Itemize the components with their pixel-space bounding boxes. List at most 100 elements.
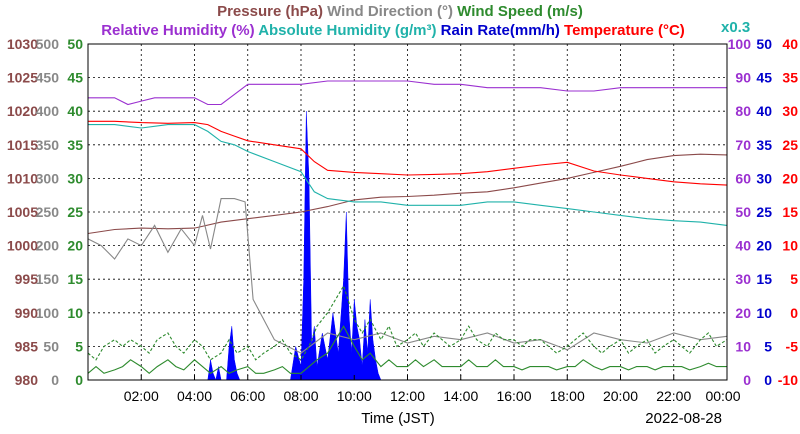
temperature-tick-label: 0 bbox=[790, 305, 798, 321]
wind-direction-tick-label: 500 bbox=[36, 36, 60, 52]
rain-rate-tick-label: 10 bbox=[756, 305, 772, 321]
rain-rate-tick-label: 5 bbox=[764, 338, 772, 354]
x-tick-label: 14:00 bbox=[443, 388, 478, 404]
rain-rate-tick-label: 45 bbox=[756, 70, 772, 86]
series-line bbox=[88, 124, 728, 226]
pressure-tick-label: 985 bbox=[15, 338, 39, 354]
x-tick-label: 22:00 bbox=[656, 388, 691, 404]
line-series bbox=[87, 80, 728, 375]
x-tick-label: 06:00 bbox=[230, 388, 265, 404]
legend-entry: Rain Rate(mm/h) bbox=[437, 22, 560, 39]
wind-direction-tick-label: 150 bbox=[36, 271, 60, 287]
x-tick-label: 08:00 bbox=[283, 388, 318, 404]
relative-humidity-tick-label: 10 bbox=[735, 338, 751, 354]
temperature-tick-label: 5 bbox=[790, 271, 798, 287]
legend-row-2: Relative Humidity (%) Absolute Humidity … bbox=[101, 22, 685, 39]
rain-rate-tick-label: 35 bbox=[756, 137, 772, 153]
wind-speed-tick-label: 20 bbox=[67, 238, 83, 254]
pressure-tick-label: 995 bbox=[15, 271, 39, 287]
relative-humidity-tick-label: 40 bbox=[735, 238, 751, 254]
wind-speed-tick-label: 5 bbox=[75, 338, 83, 354]
x-tick-label: 12:00 bbox=[390, 388, 425, 404]
wind-direction-tick-label: 400 bbox=[36, 103, 60, 119]
temperature-tick-label: 40 bbox=[782, 36, 798, 52]
rain-rate-tick-label: 15 bbox=[756, 271, 772, 287]
legend-entry: Pressure (hPa) bbox=[217, 3, 323, 20]
series-line bbox=[87, 284, 728, 361]
wind-direction-tick-label: 250 bbox=[36, 204, 60, 220]
relative-humidity-tick-label: 70 bbox=[735, 137, 751, 153]
x-tick-label: 00:00 bbox=[705, 388, 740, 404]
wind-direction-tick-label: 450 bbox=[36, 70, 60, 86]
wind-speed-tick-label: 35 bbox=[67, 137, 83, 153]
legend-entry: Wind Direction (°) bbox=[323, 3, 453, 20]
series-line bbox=[88, 80, 727, 106]
relative-humidity-tick-label: 80 bbox=[735, 103, 751, 119]
series-line bbox=[87, 153, 728, 235]
series-line bbox=[88, 120, 728, 186]
wind-direction-tick-label: 200 bbox=[36, 238, 60, 254]
relative-humidity-tick-label: 90 bbox=[735, 70, 751, 86]
right-axes: 0102030405060708090100051015202530354045… bbox=[728, 36, 799, 388]
x-axis: 02:00 04:00 06:00 08:00 10:00 12:00 14:00 16:00… bbox=[124, 375, 741, 404]
wind-speed-tick-label: 50 bbox=[67, 36, 83, 52]
wind-direction-tick-label: 350 bbox=[36, 137, 60, 153]
wind-speed-tick-label: 40 bbox=[67, 103, 83, 119]
pressure-tick-label: 990 bbox=[15, 305, 39, 321]
legend-entry: Relative Humidity (%) bbox=[101, 22, 254, 39]
pressure-tick-label: 1025 bbox=[7, 70, 38, 86]
rain-rate-area bbox=[207, 111, 382, 381]
rain-rate-tick-label: 0 bbox=[764, 372, 772, 388]
left-axes: 9809859909951000100510101015102010251030… bbox=[7, 36, 83, 388]
legend-entry: Temperature (°C) bbox=[560, 22, 685, 39]
relative-humidity-tick-label: 100 bbox=[728, 36, 752, 52]
x-tick-label: 10:00 bbox=[337, 388, 372, 404]
wind-speed-tick-label: 0 bbox=[75, 372, 83, 388]
temperature-tick-label: 25 bbox=[782, 137, 798, 153]
temperature-tick-label: 15 bbox=[782, 204, 798, 220]
temperature-tick-label: -10 bbox=[778, 372, 798, 388]
relative-humidity-tick-label: 30 bbox=[735, 271, 751, 287]
pressure-tick-label: 1015 bbox=[7, 137, 38, 153]
pressure-tick-label: 1005 bbox=[7, 204, 38, 220]
wind-direction-tick-label: 300 bbox=[36, 170, 60, 186]
pressure-tick-label: 980 bbox=[15, 372, 39, 388]
wind-speed-tick-label: 30 bbox=[67, 170, 83, 186]
temperature-tick-label: -5 bbox=[786, 338, 799, 354]
pressure-tick-label: 1030 bbox=[7, 36, 38, 52]
temperature-tick-label: 20 bbox=[782, 170, 798, 186]
legend-entry: Absolute Humidity (g/m³) bbox=[255, 22, 437, 39]
rain-rate-tick-label: 30 bbox=[756, 170, 772, 186]
x-tick-label: 04:00 bbox=[177, 388, 212, 404]
pressure-tick-label: 1010 bbox=[7, 170, 38, 186]
relative-humidity-tick-label: 0 bbox=[743, 372, 751, 388]
pressure-tick-label: 1020 bbox=[7, 103, 38, 119]
wind-direction-tick-label: 100 bbox=[36, 305, 60, 321]
rain-scale-note: x0.3 bbox=[721, 19, 750, 36]
wind-speed-tick-label: 45 bbox=[67, 70, 83, 86]
temperature-tick-label: 35 bbox=[782, 70, 798, 86]
rain-rate-series bbox=[207, 111, 382, 381]
relative-humidity-tick-label: 20 bbox=[735, 305, 751, 321]
relative-humidity-tick-label: 60 bbox=[735, 170, 751, 186]
x-axis-label: Time (JST) bbox=[361, 410, 435, 427]
temperature-tick-label: 30 bbox=[782, 103, 798, 119]
legend-entry: Wind Speed (m/s) bbox=[453, 3, 583, 20]
wind-speed-tick-label: 25 bbox=[67, 204, 83, 220]
wind-speed-tick-label: 10 bbox=[67, 305, 83, 321]
x-tick-label: 16:00 bbox=[496, 388, 531, 404]
rain-rate-tick-label: 40 bbox=[756, 103, 772, 119]
pressure-tick-label: 1000 bbox=[7, 238, 38, 254]
x-tick-label: 20:00 bbox=[603, 388, 638, 404]
series-line bbox=[87, 325, 727, 375]
x-tick-label: 18:00 bbox=[550, 388, 585, 404]
rain-rate-tick-label: 25 bbox=[756, 204, 772, 220]
temperature-tick-label: 10 bbox=[782, 238, 798, 254]
wind-direction-tick-label: 50 bbox=[43, 338, 59, 354]
legend: Pressure (hPa) Wind Direction (°) Wind S… bbox=[101, 3, 750, 39]
relative-humidity-tick-label: 50 bbox=[735, 204, 751, 220]
rain-rate-tick-label: 50 bbox=[756, 36, 772, 52]
rain-rate-tick-label: 20 bbox=[756, 238, 772, 254]
x-tick-label: 02:00 bbox=[124, 388, 159, 404]
